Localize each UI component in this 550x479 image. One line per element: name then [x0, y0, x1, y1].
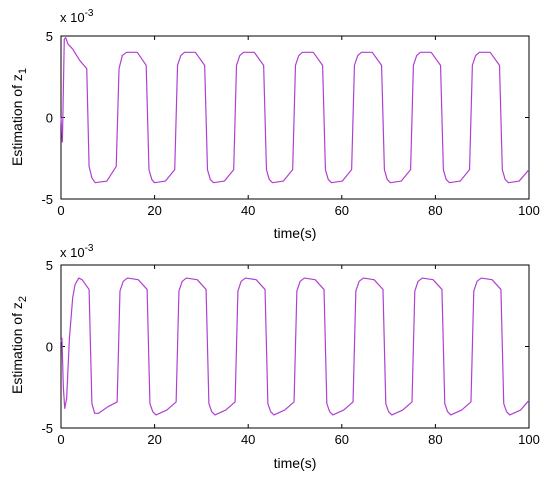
- y-tick-label: 0: [46, 111, 53, 126]
- scale-label-z1: x 10-3: [60, 8, 94, 25]
- y-tick-label: -5: [41, 421, 53, 436]
- x-tick-label: 60: [335, 203, 349, 218]
- x-tick-label: 40: [241, 203, 255, 218]
- plot-frame-1: [60, 35, 530, 200]
- series-line-2: [60, 277, 530, 416]
- x-tick-label: 40: [241, 432, 255, 447]
- y-tick-label: 5: [46, 29, 53, 44]
- y-tick-label: 5: [46, 258, 53, 273]
- x-tick-label: 20: [147, 432, 161, 447]
- y-tick-label: -5: [41, 192, 53, 207]
- x-axis-label-z1: time(s): [274, 225, 317, 241]
- y-axis-label-z1: Estimation of z1: [9, 68, 29, 166]
- y-axis-label-z2: Estimation of z2: [9, 296, 29, 394]
- y-tick-label: 0: [46, 340, 53, 355]
- x-tick-label: 60: [335, 432, 349, 447]
- series-line-1: [60, 37, 530, 184]
- x-tick-label: 80: [428, 203, 442, 218]
- x-tick-label: 0: [57, 203, 64, 218]
- subplot-z2: x 10-3 Estimation of z2 time(s) 0 20 40 60 8…: [9, 243, 540, 471]
- x-tick-label: 0: [57, 432, 64, 447]
- x-axis-label-z2: time(s): [274, 455, 317, 471]
- x-tick-label: 100: [518, 203, 540, 218]
- scale-label-z2: x 10-3: [60, 243, 94, 260]
- x-tick-label: 80: [428, 432, 442, 447]
- subplot-z1: x 10-3 Estimation of z1 time(s) 0 20 40 60 8…: [9, 8, 540, 241]
- x-tick-label: 20: [147, 203, 161, 218]
- x-tick-label: 100: [518, 432, 540, 447]
